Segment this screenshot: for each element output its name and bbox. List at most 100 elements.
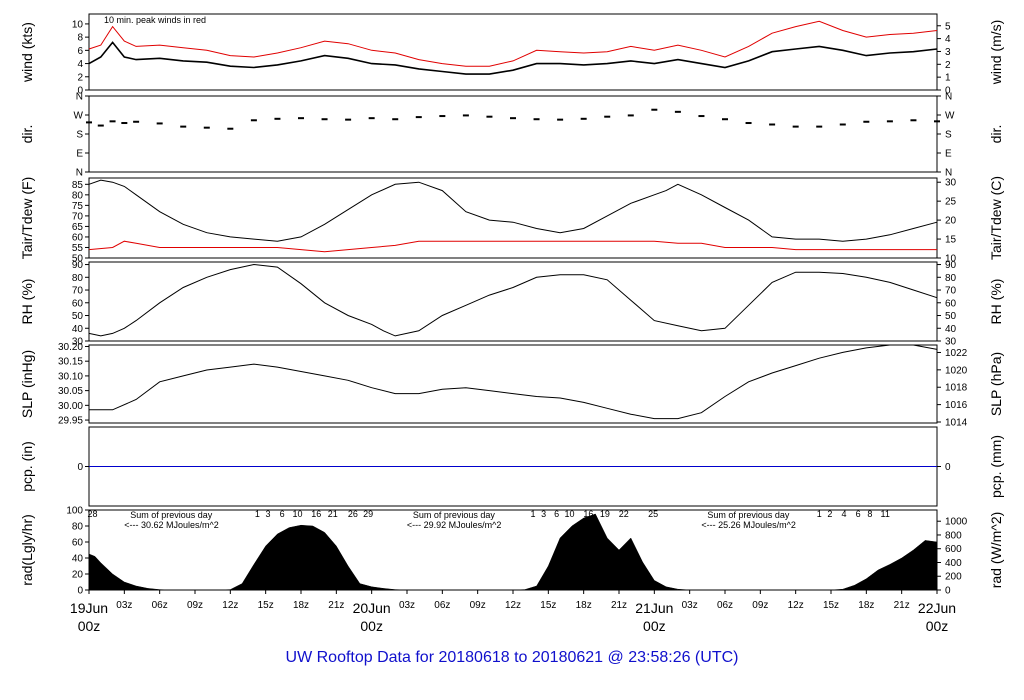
temp-left-tick-label: 70 (72, 211, 84, 222)
dir-point (321, 118, 328, 121)
dir-point (627, 114, 634, 117)
x-tick-label: 09z (470, 600, 486, 611)
temp-left-tick-label: 50 (72, 254, 84, 265)
dir-right-tick-label: W (945, 111, 955, 122)
wind-annotation: 10 min. peak winds in red (104, 15, 206, 25)
wind-right-tick-label: 3 (945, 47, 951, 58)
wind-left-tick-label: 8 (77, 33, 83, 44)
dir-point (698, 115, 705, 118)
dir-left-tick-label: E (76, 149, 83, 160)
wind-series-peak (88, 20, 938, 67)
rh-left-tick-label: 90 (72, 260, 84, 271)
slp-right-tick-label: 1016 (945, 400, 968, 411)
day-marker-time: 00z (926, 618, 949, 634)
wind-left-tick-label: 10 (72, 19, 84, 30)
x-tick-label: 03z (116, 600, 132, 611)
rad-left-tick-label: 100 (66, 506, 83, 517)
wind-left-tick-label: 0 (77, 86, 83, 97)
dir-left-tick-label: W (74, 111, 84, 122)
temp-left-axis-label: Tair/Tdew (F) (19, 177, 35, 259)
rad-cumulative-tick: 25 (648, 509, 658, 519)
rad-cumulative-tick: 3 (541, 509, 546, 519)
rad-right-tick-label: 200 (945, 572, 962, 583)
rad-daily-sum-title: Sum of previous day (413, 510, 496, 520)
dir-point (674, 110, 681, 113)
chart-title: UW Rooftop Data for 20180618 to 20180621… (285, 649, 739, 666)
dir-point (604, 115, 611, 118)
wind-left-axis-label: wind (kts) (19, 22, 35, 83)
dir-point (886, 120, 893, 123)
dir-point (910, 119, 917, 122)
dir-point (816, 125, 823, 128)
slp-left-tick-label: 29.95 (58, 416, 83, 427)
temp-left-tick-label: 60 (72, 232, 84, 243)
dir-point (722, 118, 728, 121)
rad-right-axis-label: rad (W/m^2) (988, 512, 1004, 589)
dir-point (533, 118, 540, 121)
x-tick-label: 06z (152, 600, 168, 611)
rh-right-tick-label: 50 (945, 311, 957, 322)
dir-frame (88, 95, 938, 173)
x-tick-label: 06z (717, 600, 733, 611)
x-tick-label: 03z (399, 600, 415, 611)
slp-left-tick-label: 30.10 (58, 371, 83, 382)
temp-right-tick-label: 30 (945, 178, 957, 189)
dir-point (745, 122, 752, 125)
rad-daily-sum-title: Sum of previous day (707, 510, 790, 520)
dir-right-axis-label: dir. (988, 125, 1004, 144)
dir-point (580, 117, 587, 120)
dir-point (934, 120, 940, 123)
day-marker-date: 22Jun (918, 600, 956, 616)
x-tick-label: 15z (258, 600, 274, 611)
slp-left-tick-label: 30.00 (58, 401, 83, 412)
dir-left-tick-label: N (76, 92, 83, 103)
dir-point (462, 114, 469, 117)
dir-left-axis-label: dir. (19, 125, 35, 144)
dir-left-tick-label: N (76, 168, 83, 179)
rad-right-tick-label: 1000 (945, 517, 968, 528)
rh-right-tick-label: 30 (945, 337, 957, 348)
rad-cumulative-tick: 4 (841, 509, 846, 519)
wind-right-tick-label: 1 (945, 73, 951, 84)
x-tick-label: 21z (611, 600, 627, 611)
wind-right-tick-label: 0 (945, 86, 951, 97)
dir-right-tick-label: N (945, 168, 952, 179)
slp-right-tick-label: 1022 (945, 348, 968, 359)
rh-right-axis-label: RH (%) (988, 279, 1004, 325)
x-tick-label: 03z (682, 600, 698, 611)
dir-point (439, 115, 446, 118)
wind-frame (88, 13, 938, 91)
rad-cumulative-tick: 1 (255, 509, 260, 519)
rh-right-tick-label: 90 (945, 260, 957, 271)
x-tick-label: 12z (505, 600, 521, 611)
rad-left-tick-label: 80 (72, 522, 84, 533)
temp-left-tick-label: 85 (72, 180, 84, 191)
pcp-right-tick-label: 0 (945, 462, 951, 473)
rh-right-tick-label: 60 (945, 298, 957, 309)
wind-series-wind (88, 41, 938, 75)
rad-daily-sum-value: <--- 30.62 MJoules/m^2 (124, 520, 219, 530)
x-tick-label: 18z (576, 600, 592, 611)
dir-point (415, 116, 422, 119)
rad-left-tick-label: 60 (72, 538, 84, 549)
rad-daily-sum-title: Sum of previous day (130, 510, 213, 520)
day-marker-time: 00z (78, 618, 101, 634)
rh-right-tick-label: 80 (945, 273, 957, 284)
x-tick-label: 15z (540, 600, 556, 611)
dir-point (863, 120, 870, 123)
rad-cumulative-tick: 21 (328, 509, 338, 519)
dir-point (121, 122, 128, 125)
dir-point (97, 124, 104, 127)
slp-frame (88, 344, 938, 424)
wind-right-tick-label: 4 (945, 34, 951, 45)
dir-point (839, 123, 846, 126)
rh-left-axis-label: RH (%) (19, 279, 35, 325)
rad-right-tick-label: 0 (945, 586, 951, 597)
pcp-right-axis-label: pcp. (mm) (988, 435, 1004, 498)
rad-daily-sum-value: <--- 29.92 MJoules/m^2 (407, 520, 502, 530)
dir-point (769, 123, 776, 126)
dir-point (510, 117, 516, 120)
rad-left-axis-label: rad(Lgly/hr) (19, 514, 35, 586)
rad-cumulative-tick: 8 (867, 509, 872, 519)
